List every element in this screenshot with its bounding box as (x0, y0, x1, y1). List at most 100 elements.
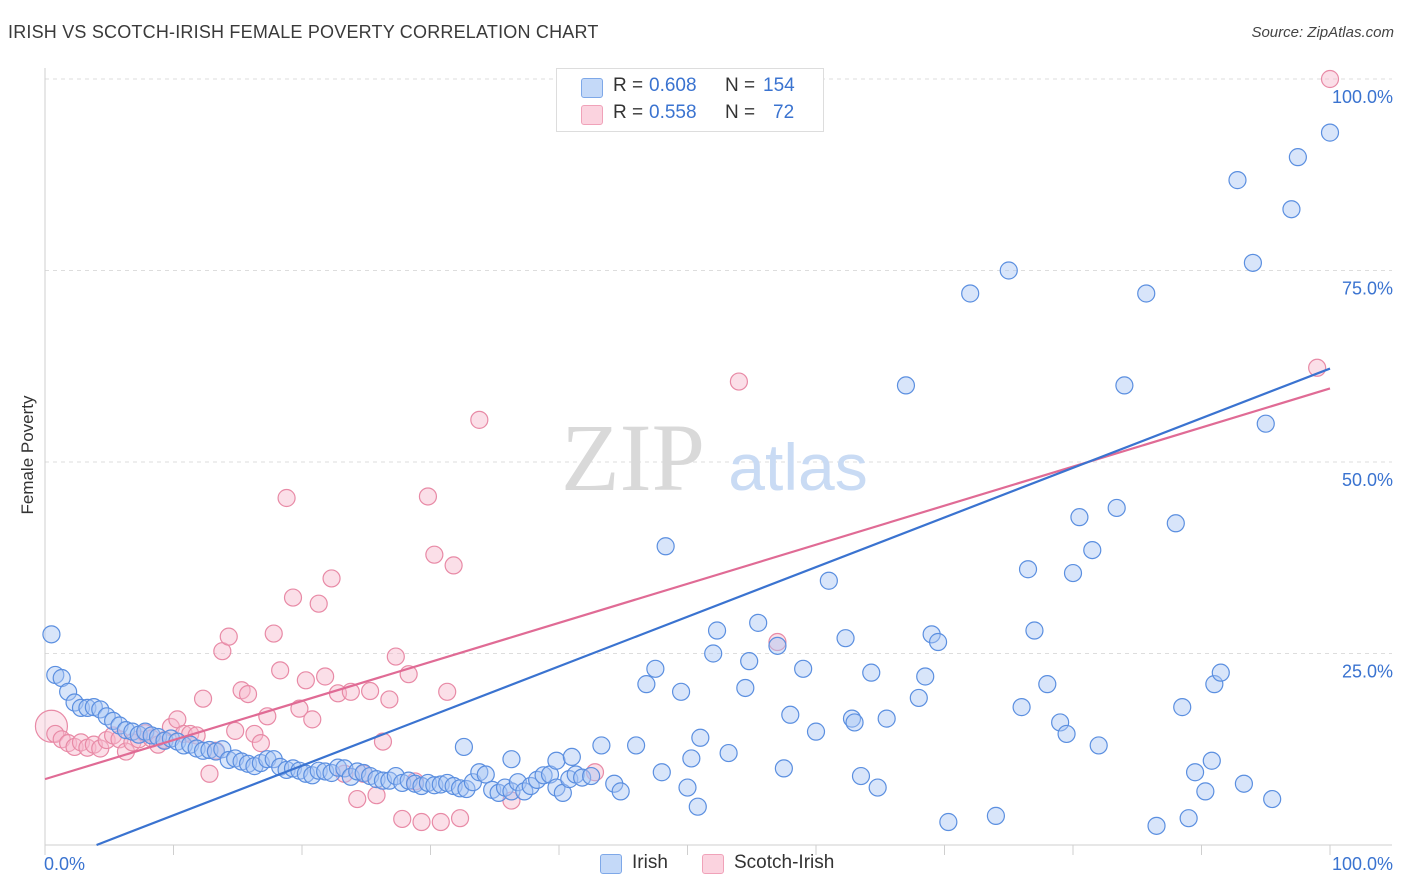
irish-point (213, 740, 232, 759)
irish-point (1057, 724, 1076, 744)
irish-point (562, 747, 581, 767)
irish-point (896, 376, 916, 395)
irish-point (1288, 148, 1307, 167)
irish-point (200, 740, 219, 760)
irish-point (652, 763, 671, 782)
irish-point (1205, 675, 1224, 694)
irish-point (1038, 675, 1057, 694)
irish-point (1228, 171, 1247, 190)
irish-point (671, 682, 691, 701)
legend-swatch-scotch-irish (581, 105, 603, 125)
irish-point (573, 768, 592, 787)
legend-label-scotch-irish: Scotch-Irish (734, 852, 835, 873)
scotch-irish-point (418, 487, 438, 506)
scotch-irish-point (219, 627, 238, 646)
irish-point (877, 709, 896, 728)
irish-point (774, 759, 793, 778)
watermark-atlas: atlas (728, 430, 867, 504)
irish-point (1137, 284, 1156, 303)
irish-trendline (96, 367, 1331, 847)
irish-point (547, 751, 566, 770)
irish-point (582, 766, 601, 786)
scotch-irish-point (373, 732, 393, 751)
scotch-irish-point (348, 789, 367, 809)
scotch-irish-point (425, 545, 444, 564)
irish-point (1185, 763, 1205, 782)
irish-point (637, 675, 656, 694)
irish-point (328, 758, 348, 777)
scotch-irish-point (322, 569, 341, 588)
irish-point (1166, 514, 1185, 533)
scotch-irish-point (1320, 69, 1340, 89)
irish-point (1051, 713, 1070, 732)
irish-point (781, 705, 800, 724)
irish-point (97, 707, 116, 726)
scotch-irish-trendline (44, 387, 1331, 781)
y-tick-label: 100.0% (1332, 87, 1393, 107)
irish-point (1012, 698, 1031, 717)
scotch-irish-point (283, 588, 303, 607)
scotch-irish-point (251, 734, 270, 753)
scotch-irish-point (438, 682, 457, 701)
watermark: ZIP atlas (561, 404, 868, 511)
irish-point (999, 261, 1018, 280)
scotch-irish-point (768, 632, 787, 652)
scotch-irish-point (470, 410, 489, 429)
scotch-irish-point (200, 764, 219, 783)
scotch-irish-point (271, 661, 290, 680)
legend-label-irish: Irish (632, 852, 668, 873)
legend-swatch-irish (600, 854, 622, 874)
irish-point (646, 659, 665, 678)
chart-source: Source: ZipAtlas.com (1251, 24, 1394, 41)
irish-point (868, 778, 887, 797)
legend-swatch-scotch-irish (702, 854, 724, 874)
n-label: N = (725, 102, 756, 123)
trendlines (44, 367, 1331, 847)
irish-point (1025, 621, 1044, 640)
irish-point (502, 782, 521, 801)
irish-point (704, 644, 723, 663)
irish-point (1083, 540, 1102, 560)
scotch-irish-point (316, 667, 335, 686)
r-label: R = (613, 102, 644, 123)
irish-point (1320, 123, 1340, 142)
irish-point (862, 663, 881, 682)
irish-point (1107, 498, 1126, 518)
irish-point (707, 621, 727, 640)
y-tick-label: 25.0% (1342, 662, 1393, 682)
scotch-irish-point (264, 624, 283, 643)
r-label: R = (613, 75, 644, 96)
irish-point (851, 766, 871, 786)
scotch-irish-point (386, 647, 405, 666)
tick-labels: 25.0% 50.0% 75.0% 100.0% 0.0% 100.0% (44, 87, 1393, 874)
scotch-irish-point (412, 812, 431, 832)
irish-point (1018, 560, 1038, 579)
irish-point (454, 737, 474, 757)
irish-point (1070, 508, 1089, 527)
irish-point (909, 688, 928, 708)
irish-point (1147, 816, 1166, 835)
scotch-irish-point (431, 812, 450, 832)
irish-point (91, 700, 110, 719)
y-tick-label: 75.0% (1342, 279, 1393, 299)
irish-point (794, 659, 813, 678)
irish-point (59, 682, 78, 701)
irish-point (768, 636, 787, 655)
irish-point (1282, 200, 1301, 219)
irish-point (1173, 698, 1192, 717)
irish-point (691, 728, 710, 747)
irish-point (193, 741, 213, 760)
scotch-irish-point (226, 721, 245, 740)
n-value: 72 (773, 102, 795, 123)
scotch-irish-point (729, 372, 749, 391)
irish-point (719, 743, 738, 763)
irish-point (986, 806, 1006, 825)
scotch-irish-point (296, 671, 315, 690)
n-value: 154 (763, 75, 795, 96)
irish-point (961, 284, 980, 303)
y-tick-label: 50.0% (1342, 470, 1393, 490)
irish-point (1179, 809, 1198, 828)
irish-point (1063, 563, 1083, 583)
irish-point (1256, 414, 1275, 433)
